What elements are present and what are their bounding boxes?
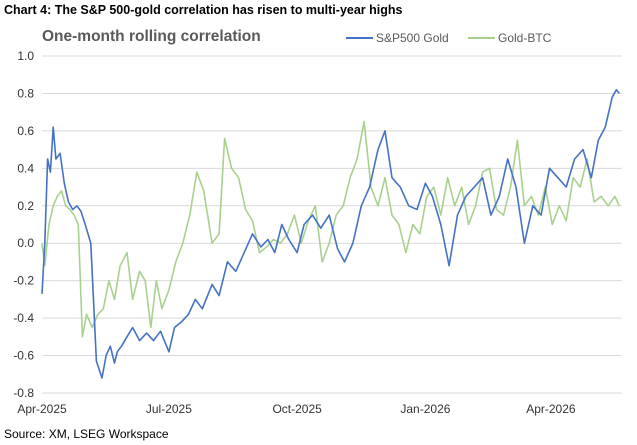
gridlines — [42, 55, 622, 394]
y-tick-label: -0.8 — [13, 386, 34, 400]
source-note: Source: XM, LSEG Workspace — [4, 427, 169, 441]
y-tick-label: 0.0 — [17, 236, 34, 250]
x-tick-label: Apr-2026 — [526, 402, 576, 416]
y-tick-label: 0.4 — [17, 161, 34, 175]
y-tick-label: 0.2 — [17, 199, 34, 213]
y-tick-label: 1.0 — [17, 49, 34, 63]
x-tick-label: Jan-2026 — [400, 402, 450, 416]
legend-label-sp500-gold: S&P500 Gold — [376, 31, 449, 45]
series-line-gold-btc — [41, 120, 620, 338]
x-axis-ticks: Apr-2025 Jul-2025 Oct-2025 Jan-2026 Apr-2026 — [17, 402, 576, 416]
y-tick-label: -0.4 — [13, 311, 34, 325]
y-tick-label: 0.6 — [17, 124, 34, 138]
chart-title: One-month rolling correlation — [42, 28, 261, 45]
y-tick-label: -0.6 — [13, 349, 34, 363]
x-tick-label: Apr-2025 — [17, 402, 67, 416]
series-line-sp500-gold — [41, 88, 620, 379]
x-tick-label: Oct-2025 — [272, 402, 322, 416]
y-axis-ticks: -0.8 -0.6 -0.4 -0.2 0.0 0.2 0.4 0.6 0.8 1.0 — [13, 49, 34, 400]
y-tick-label: -0.2 — [13, 274, 34, 288]
correlation-chart: -0.8 -0.6 -0.4 -0.2 0.0 0.2 0.4 0.6 0.8 1.0 Apr-2… — [13, 28, 622, 416]
y-tick-label: 0.8 — [17, 86, 34, 100]
x-tick-label: Jul-2025 — [146, 402, 192, 416]
series-lines — [41, 88, 620, 379]
legend-label-gold-btc: Gold-BTC — [498, 31, 552, 45]
legend: S&P500 Gold Gold-BTC — [346, 31, 552, 45]
chart-header: Chart 4: The S&P 500-gold correlation ha… — [4, 3, 403, 17]
